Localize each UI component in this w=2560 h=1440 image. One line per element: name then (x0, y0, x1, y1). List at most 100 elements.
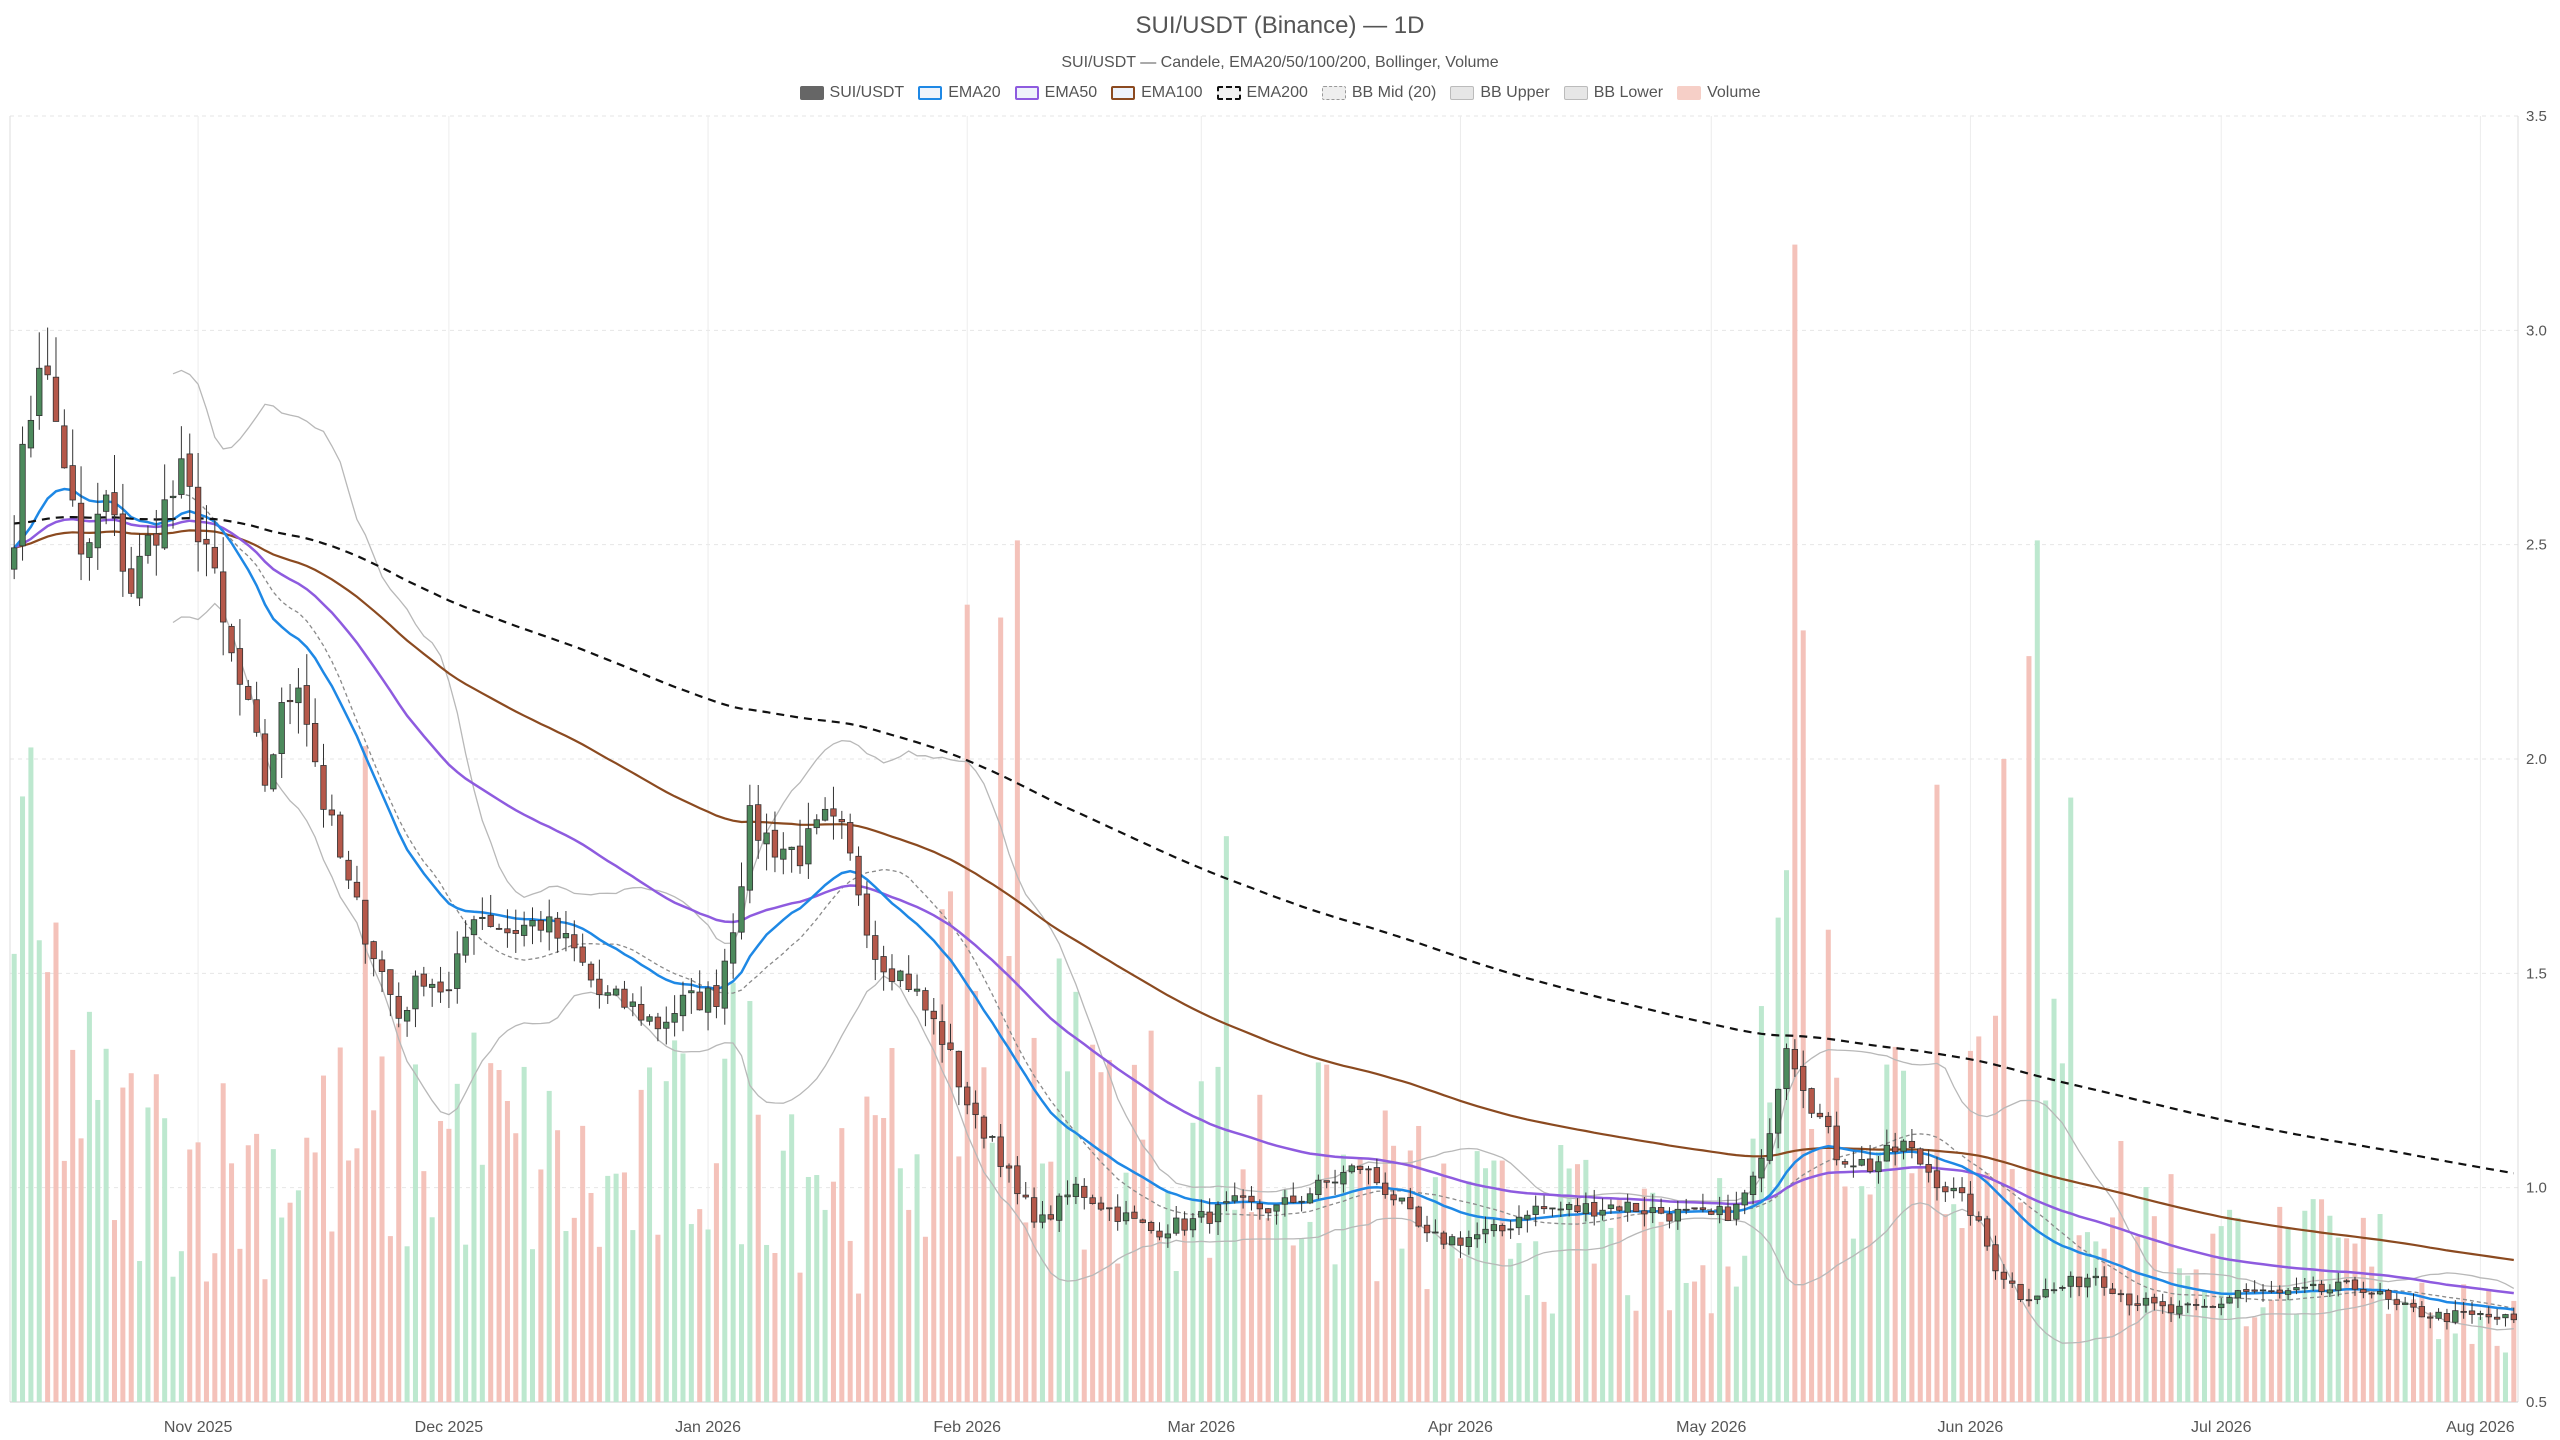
candle (86, 538, 93, 581)
legend-item[interactable]: BB Upper (1450, 84, 1550, 102)
volume-bar (947, 891, 954, 1402)
chart-title: SUI/USDT (Binance) — 1D (1135, 12, 1425, 39)
indicator-lines (13, 369, 2515, 1344)
candle (1841, 1158, 1849, 1168)
x-tick-label: Nov 2025 (164, 1419, 233, 1436)
ema200-line (14, 515, 2514, 1175)
volume-bar (2110, 1217, 2116, 1402)
volume-bar (396, 1023, 402, 1402)
volume-bar (1717, 1178, 1723, 1402)
volume-bar (973, 990, 979, 1402)
candle (980, 1115, 988, 1149)
candle (1674, 1200, 1681, 1230)
volume-bar (889, 1048, 895, 1402)
candle-body (1607, 1204, 1615, 1209)
volume-bar (1708, 1313, 1714, 1402)
volume-bar (1274, 1202, 1280, 1402)
legend-item[interactable]: BB Mid (20) (1321, 84, 1436, 102)
volume-bar (1332, 1264, 1338, 1402)
x-tick-label: Jul 2026 (2191, 1419, 2252, 1436)
candle (2510, 1307, 2517, 1324)
candle-body (621, 988, 628, 1008)
candle (872, 920, 879, 981)
volume-bar (1566, 1168, 1572, 1402)
candle-body (479, 916, 486, 919)
candle-body (1591, 1201, 1598, 1217)
candle-body (1089, 1197, 1096, 1204)
legend-item[interactable]: Volume (1677, 84, 1760, 102)
candle-body (236, 648, 244, 685)
candle-body (1783, 1048, 1790, 1090)
volume-bar (2101, 1248, 2107, 1402)
candle-body (1549, 1207, 1556, 1210)
candle-body (1248, 1195, 1255, 1203)
legend-swatch (1014, 86, 1039, 100)
volume-bar (1733, 1286, 1739, 1402)
candle-body (1825, 1115, 1832, 1127)
volume-bar (713, 1163, 719, 1402)
candle-body (2209, 1306, 2217, 1308)
volume-bar (906, 1209, 912, 1402)
candle (1557, 1201, 1564, 1217)
volume-bar (1257, 1094, 1263, 1402)
candle (663, 1006, 670, 1045)
candle (537, 911, 545, 943)
volume-bar (2394, 1298, 2400, 1402)
candle (2343, 1279, 2350, 1284)
candle (1064, 1180, 1071, 1205)
volume-bar (1533, 1241, 1539, 1402)
candle (1415, 1205, 1422, 1228)
volume-bar (1658, 1221, 1664, 1402)
candle (1724, 1194, 1732, 1222)
legend-item[interactable]: EMA100 (1111, 84, 1203, 102)
candle-body (2502, 1314, 2509, 1319)
candle (2502, 1313, 2509, 1327)
candle-body (2101, 1276, 2108, 1288)
candle (2393, 1293, 2400, 1311)
candle (1005, 1163, 1013, 1183)
candle-body (2050, 1289, 2058, 1292)
candle-body (278, 702, 285, 754)
y-tick-label: 2.0 (2526, 751, 2547, 768)
legend-item[interactable]: SUI/USDT (799, 84, 904, 102)
candle (1791, 1039, 1799, 1077)
volume-bar (1909, 1173, 1915, 1402)
volume-bar (203, 1281, 209, 1402)
volume-bar (1783, 870, 1790, 1402)
candle-body (1950, 1187, 1957, 1192)
volume-bar (488, 1063, 494, 1402)
volume-bar (931, 1013, 937, 1402)
volume-bar (538, 1169, 544, 1402)
bb-mid-line (172, 493, 2514, 1310)
volume-bar (1023, 1222, 1029, 1402)
candle-body (1758, 1157, 1765, 1179)
volume-bar (680, 1053, 686, 1402)
volume-bar (1825, 929, 1831, 1402)
volume-bar (61, 1160, 67, 1402)
candle (1599, 1198, 1606, 1221)
candle (2101, 1266, 2108, 1296)
candle-body (462, 936, 469, 956)
volume-bar (362, 746, 368, 1402)
candle (688, 978, 695, 1014)
legend-item[interactable]: EMA20 (918, 84, 1001, 102)
candle (1315, 1174, 1322, 1200)
candle-body (1306, 1193, 1314, 1204)
volume-bar (847, 1240, 853, 1402)
legend-item[interactable]: EMA200 (1216, 84, 1308, 102)
volume-bar (956, 1156, 962, 1402)
candle-body (1616, 1206, 1623, 1211)
candle-body (203, 538, 210, 545)
candle (194, 452, 202, 572)
candle (479, 897, 486, 930)
candle-body (863, 893, 871, 936)
candle (947, 1023, 954, 1051)
volume-bar (2084, 1232, 2090, 1402)
candle-body (1298, 1200, 1305, 1203)
candle (136, 533, 143, 607)
legend-item[interactable]: BB Lower (1563, 84, 1663, 102)
candle-body (119, 513, 127, 572)
legend-item[interactable]: EMA50 (1014, 84, 1097, 102)
volume-bar (1474, 1151, 1480, 1402)
